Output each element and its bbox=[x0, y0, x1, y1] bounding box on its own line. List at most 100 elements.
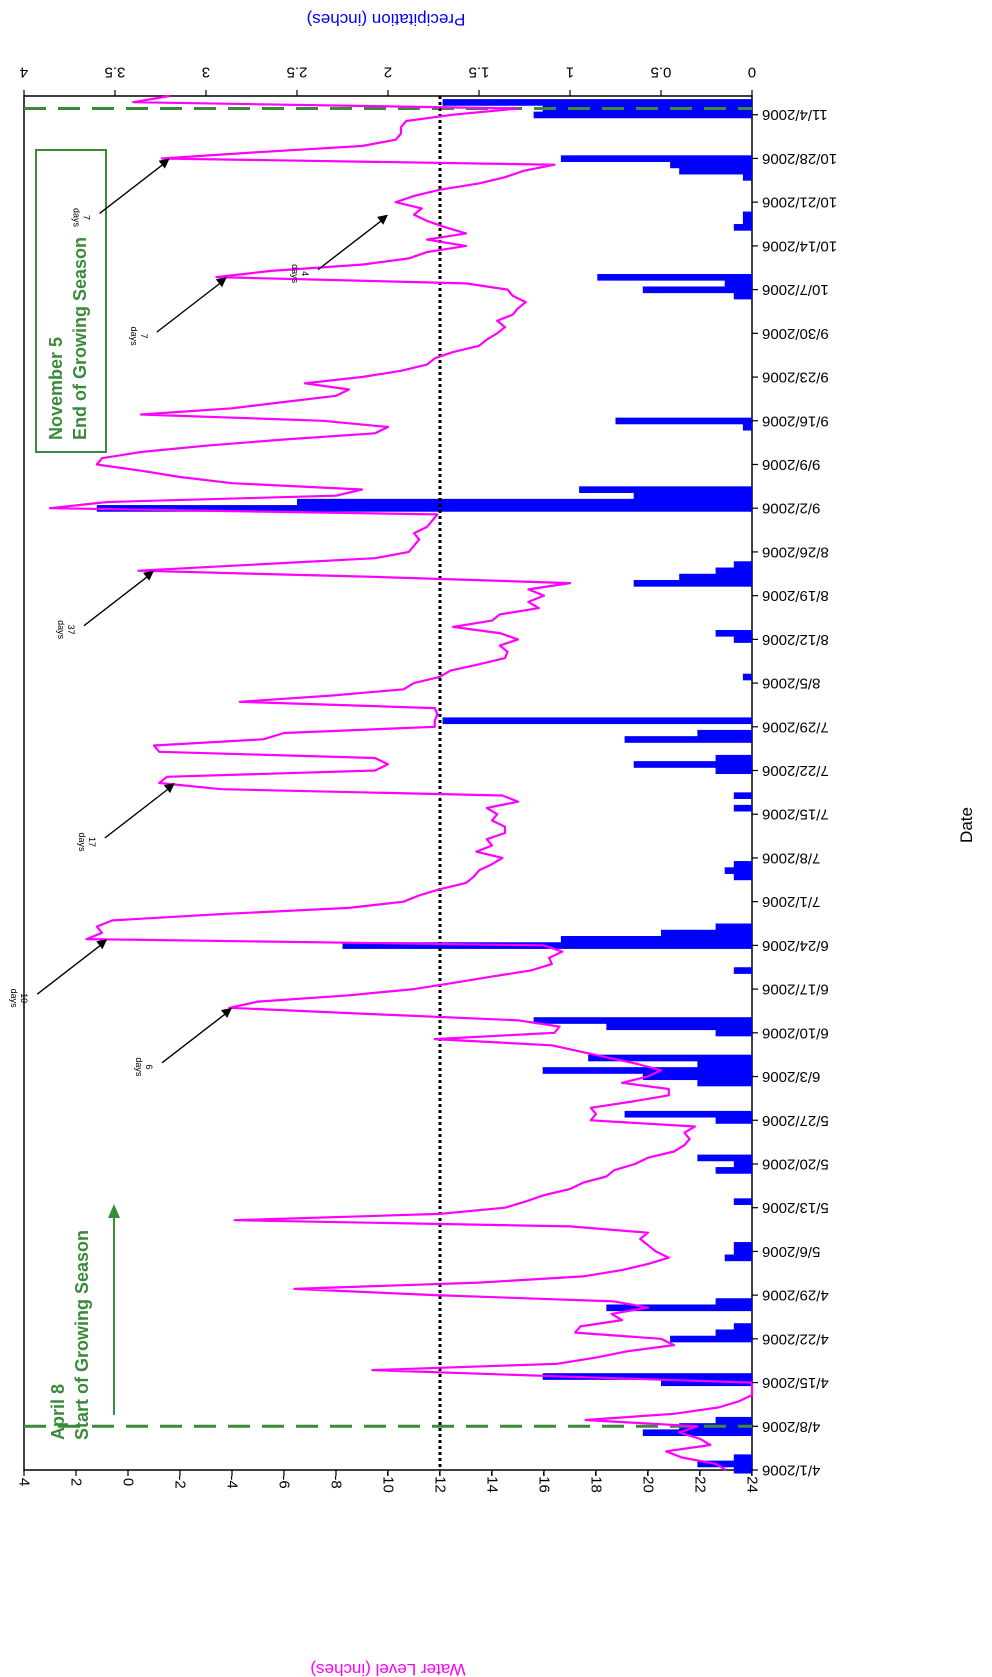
precipitation-bar bbox=[733, 861, 752, 868]
water-level-tick-label: -8 bbox=[328, 1475, 345, 1488]
precipitation-bar bbox=[642, 286, 752, 294]
annotation-arrow bbox=[156, 280, 224, 333]
precipitation-bar bbox=[742, 217, 752, 225]
date-tick-label: 8/5/2006 bbox=[762, 675, 820, 692]
precipitation-bars bbox=[96, 99, 753, 1474]
axes-group: 4 2 0 -2 -4 -6 -8 -10 -12 -14 -16 -18 -20 -22 -24 4 3.5 3… bbox=[16, 10, 977, 1677]
precipitation-bar bbox=[715, 1029, 752, 1037]
precipitation-tick-label: 3 bbox=[202, 64, 210, 81]
annotation-label: 6days bbox=[134, 1057, 154, 1077]
precipitation-bar bbox=[661, 929, 752, 937]
precipitation-bar bbox=[670, 161, 752, 169]
precipitation-bar bbox=[724, 280, 752, 287]
annotation-arrow bbox=[36, 942, 104, 995]
precipitation-bar bbox=[679, 573, 752, 581]
precipitation-bar bbox=[697, 1460, 752, 1468]
precipitation-bar bbox=[715, 754, 752, 762]
precipitation-bar bbox=[560, 155, 752, 162]
precipitation-bar bbox=[633, 761, 752, 768]
water-level-tick-label: -6 bbox=[276, 1475, 293, 1488]
precipitation-bar bbox=[715, 767, 752, 775]
precipitation-bar bbox=[733, 1323, 752, 1330]
precipitation-bar bbox=[715, 629, 752, 637]
date-tick-label: 10/28/2006 bbox=[762, 150, 837, 167]
precipitation-bar bbox=[742, 673, 752, 681]
date-tick-label: 10/7/2006 bbox=[762, 281, 829, 298]
annotation-arrow-head bbox=[221, 1007, 232, 1018]
precipitation-bar bbox=[715, 1329, 752, 1337]
annotation-arrow bbox=[161, 1011, 229, 1064]
date-tick-label: 8/19/2006 bbox=[762, 587, 829, 604]
annotation-arrow bbox=[99, 161, 167, 215]
growing-season-arrow-head bbox=[108, 1204, 120, 1218]
annotation-arrow-head bbox=[143, 570, 154, 581]
precipitation-bar bbox=[733, 224, 752, 231]
precipitation-bar bbox=[624, 736, 752, 743]
precipitation-tick-label: 0.5 bbox=[651, 64, 672, 81]
growing-season-end-box bbox=[35, 149, 107, 453]
precipitation-bar bbox=[588, 1054, 752, 1062]
plot-area bbox=[23, 95, 753, 1471]
precipitation-bar bbox=[724, 867, 752, 874]
annotation-label-line: 37 bbox=[66, 625, 76, 635]
precipitation-bar bbox=[733, 804, 752, 812]
precipitation-tick-label: 1 bbox=[566, 64, 574, 81]
precipitation-bar bbox=[297, 498, 752, 506]
annotation-label: 10days bbox=[9, 989, 29, 1009]
end-date-text: November 5 bbox=[46, 337, 66, 440]
precipitation-bar bbox=[733, 873, 752, 881]
precipitation-bar bbox=[633, 580, 752, 587]
precipitation-bar bbox=[724, 1254, 752, 1262]
water-level-tick-label: -16 bbox=[536, 1471, 553, 1493]
annotation-label: 37days bbox=[56, 620, 76, 640]
precipitation-bar bbox=[742, 211, 752, 219]
date-tick-label: 8/26/2006 bbox=[762, 543, 829, 560]
precipitation-bar bbox=[579, 486, 752, 493]
precipitation-bar bbox=[733, 1248, 752, 1255]
water-level-tick-label: -20 bbox=[640, 1471, 657, 1493]
annotation-label: 17days bbox=[77, 832, 97, 852]
date-tick-label: 9/9/2006 bbox=[762, 456, 820, 473]
precipitation-bar bbox=[633, 492, 752, 500]
date-tick-label: 9/30/2006 bbox=[762, 325, 829, 342]
precipitation-bar bbox=[715, 1167, 752, 1174]
precipitation-bar bbox=[742, 174, 752, 181]
date-tick-label: 9/16/2006 bbox=[762, 412, 829, 429]
annotation-arrow bbox=[83, 574, 151, 627]
precipitation-bar bbox=[624, 1110, 752, 1118]
date-tick-label: 5/27/2006 bbox=[762, 1112, 829, 1129]
water-level-line bbox=[48, 94, 754, 1471]
precipitation-bar bbox=[733, 1242, 752, 1249]
growing-season-markers: April 8 Start of Growing Season November 5… bbox=[24, 106, 752, 1440]
date-tick-label: 7/22/2006 bbox=[762, 762, 829, 779]
annotation-arrow bbox=[317, 218, 385, 271]
water-level-tick-label: -24 bbox=[744, 1471, 761, 1493]
annotation-label-line: days bbox=[129, 327, 139, 347]
precipitation-bar bbox=[697, 1154, 752, 1162]
precipitation-bar bbox=[733, 292, 752, 300]
water-level-tick-label: -2 bbox=[172, 1475, 189, 1488]
growing-season-start-label: April 8 Start of Growing Season bbox=[48, 1230, 92, 1440]
annotation-label-line: 7 bbox=[139, 334, 149, 339]
precipitation-bar bbox=[679, 167, 752, 175]
precipitation-bar bbox=[715, 1298, 752, 1305]
precipitation-bar bbox=[733, 636, 752, 643]
precipitation-bar bbox=[542, 1067, 752, 1074]
water-level-tick-label: -12 bbox=[432, 1471, 449, 1493]
precipitation-bar bbox=[615, 417, 752, 425]
precipitation-bar bbox=[96, 505, 753, 512]
annotation-arrow-head bbox=[215, 277, 227, 288]
annotation-label-line: 4 bbox=[300, 271, 310, 276]
water-level-tick-label: -14 bbox=[484, 1471, 501, 1493]
precipitation-bar bbox=[442, 99, 752, 106]
water-level-line-group bbox=[48, 94, 754, 1471]
precipitation-bar bbox=[697, 1079, 752, 1087]
water-level-tick-label: -4 bbox=[224, 1475, 241, 1488]
precipitation-tick-label: 3.5 bbox=[105, 64, 126, 81]
precipitation-tick-label: 4 bbox=[20, 64, 28, 81]
precipitation-bar bbox=[733, 967, 752, 974]
date-tick-label: 6/17/2006 bbox=[762, 981, 829, 998]
date-tick-label: 4/8/2006 bbox=[762, 1418, 820, 1435]
precipitation-bar bbox=[733, 1454, 752, 1462]
